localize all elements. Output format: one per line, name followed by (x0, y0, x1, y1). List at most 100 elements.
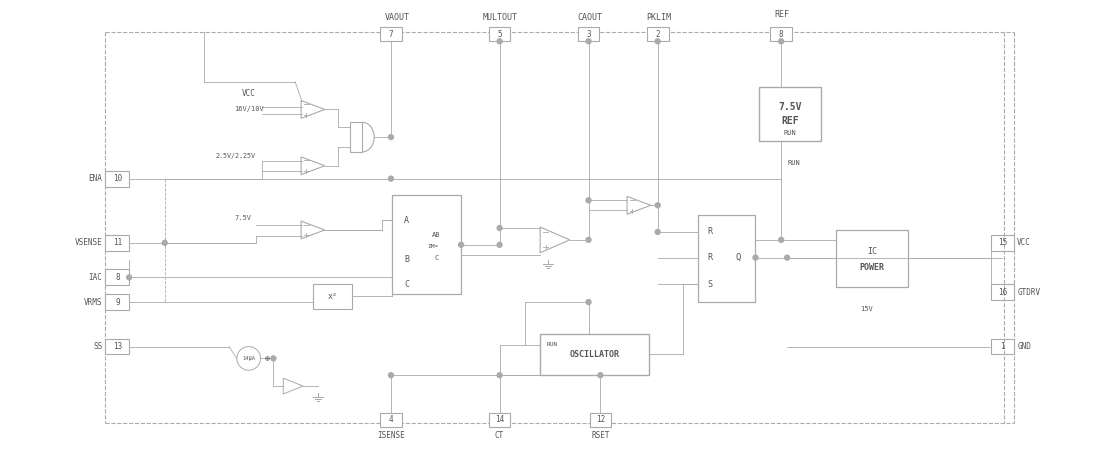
Text: 2.5V/2.25V: 2.5V/2.25V (216, 153, 256, 159)
Bar (991, 284, 1014, 300)
Bar (392, 196, 461, 294)
Text: 1: 1 (1000, 342, 1004, 351)
Circle shape (656, 229, 660, 234)
Text: A: A (405, 216, 409, 224)
Text: 13: 13 (112, 342, 122, 351)
Text: 5: 5 (497, 30, 502, 39)
Text: 14: 14 (495, 415, 504, 424)
Bar (991, 235, 1014, 251)
Text: ISENSE: ISENSE (377, 431, 405, 440)
Circle shape (586, 300, 591, 304)
Text: RUN: RUN (788, 160, 800, 166)
Circle shape (163, 240, 167, 245)
Bar (106, 339, 129, 355)
Circle shape (586, 39, 591, 44)
Text: 11: 11 (112, 238, 122, 247)
Text: 8: 8 (779, 30, 783, 39)
Text: REF: REF (774, 10, 790, 19)
Circle shape (656, 39, 660, 44)
Text: IM=: IM= (428, 244, 439, 249)
Text: 2: 2 (656, 30, 660, 39)
Bar (312, 284, 352, 309)
Circle shape (656, 203, 660, 208)
Bar (106, 235, 129, 251)
Bar (770, 27, 792, 41)
Text: 4: 4 (388, 415, 394, 424)
Text: x²: x² (328, 292, 338, 301)
Text: R: R (707, 253, 713, 262)
Text: 9: 9 (116, 298, 120, 307)
Text: VCC: VCC (242, 89, 255, 98)
Text: C: C (434, 255, 439, 260)
Text: AB: AB (432, 232, 441, 238)
Circle shape (586, 237, 591, 242)
Text: ⊕: ⊕ (265, 354, 269, 363)
Bar (578, 27, 600, 41)
Text: 12: 12 (596, 415, 605, 424)
Text: POWER: POWER (859, 263, 884, 272)
Text: 10: 10 (112, 174, 122, 183)
Circle shape (459, 242, 463, 247)
Text: RUN: RUN (783, 130, 796, 136)
Bar (106, 171, 129, 186)
Circle shape (271, 356, 276, 361)
Text: CT: CT (495, 431, 504, 440)
Bar (590, 413, 612, 426)
Bar (106, 294, 129, 310)
Bar (488, 27, 510, 41)
Text: S: S (707, 280, 713, 289)
Bar (698, 215, 756, 302)
Text: 7.5V: 7.5V (234, 215, 252, 221)
Text: 8: 8 (116, 273, 120, 282)
Text: IAC: IAC (89, 273, 102, 282)
Text: REF: REF (781, 117, 799, 126)
Text: B: B (405, 255, 409, 264)
Text: 14μA: 14μA (242, 356, 255, 361)
Bar (488, 413, 510, 426)
Text: 7.5V: 7.5V (779, 101, 802, 112)
Bar (540, 334, 649, 375)
Circle shape (754, 255, 758, 260)
Text: Q: Q (735, 253, 740, 262)
Circle shape (497, 373, 502, 377)
Text: VRMS: VRMS (84, 298, 102, 307)
Text: 16V/10V: 16V/10V (234, 106, 264, 112)
Bar (106, 270, 129, 285)
Text: VCC: VCC (1018, 238, 1031, 247)
Text: VAOUT: VAOUT (384, 13, 409, 22)
Bar (647, 27, 669, 41)
Text: SS: SS (94, 342, 102, 351)
Text: 7: 7 (388, 30, 394, 39)
Circle shape (388, 176, 394, 181)
Bar (759, 87, 821, 141)
Text: GND: GND (1018, 342, 1031, 351)
Text: 15V: 15V (860, 306, 872, 312)
Circle shape (779, 237, 783, 242)
Circle shape (598, 373, 603, 377)
Circle shape (497, 39, 502, 44)
Text: R: R (707, 228, 713, 236)
Bar (351, 122, 362, 152)
Text: PKLIM: PKLIM (646, 13, 671, 22)
Text: VSENSE: VSENSE (75, 238, 102, 247)
Text: IC: IC (867, 247, 877, 256)
Circle shape (779, 39, 783, 44)
Text: MULTOUT: MULTOUT (483, 13, 518, 22)
Circle shape (497, 226, 502, 230)
Circle shape (388, 373, 394, 377)
Circle shape (784, 255, 790, 260)
Text: RSET: RSET (591, 431, 609, 440)
Text: GTDRV: GTDRV (1018, 288, 1041, 297)
Text: RUN: RUN (547, 342, 559, 347)
Text: C: C (405, 280, 409, 289)
Text: OSCILLATOR: OSCILLATOR (570, 350, 619, 359)
Circle shape (126, 275, 132, 280)
Bar (836, 230, 908, 287)
Text: 3: 3 (586, 30, 591, 39)
Circle shape (388, 135, 394, 139)
Circle shape (586, 198, 591, 203)
Text: CAOUT: CAOUT (578, 13, 602, 22)
Text: 15: 15 (998, 238, 1008, 247)
Bar (991, 339, 1014, 355)
Text: 16: 16 (998, 288, 1008, 297)
